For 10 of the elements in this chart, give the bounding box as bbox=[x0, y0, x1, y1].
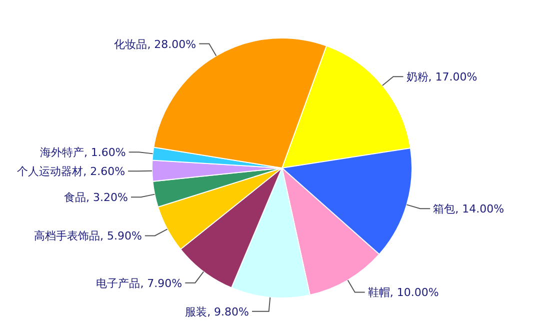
slice-label: 服装, 9.80% bbox=[185, 305, 249, 318]
slice-label: 箱包, 14.00% bbox=[433, 202, 504, 216]
slice-label: 奶粉, 17.00% bbox=[406, 70, 478, 84]
slice-label: 化妆品, 28.00% bbox=[114, 38, 196, 51]
slice-label: 个人运动器材, 2.60% bbox=[17, 165, 126, 178]
slice-label: 鞋帽, 10.00% bbox=[368, 286, 439, 300]
slice-label: 食品, 3.20% bbox=[64, 191, 128, 204]
slice-label: 电子产品, 7.90% bbox=[96, 276, 182, 290]
slice-label: 高档手表饰品, 5.90% bbox=[34, 230, 142, 243]
slice-label: 海外特产, 1.60% bbox=[40, 146, 126, 160]
